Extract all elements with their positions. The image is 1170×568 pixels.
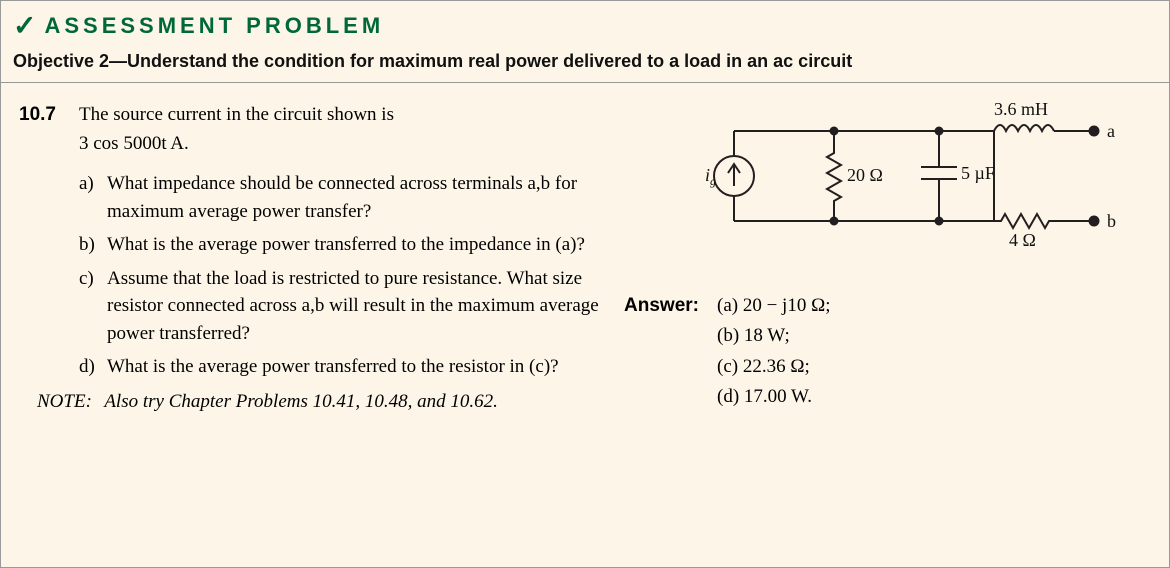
check-icon: ✓ (13, 9, 36, 43)
problem-stem: 10.7 The source current in the circuit s… (19, 101, 599, 158)
part-c: c) Assume that the load is restricted to… (79, 265, 599, 348)
answer-a: (a) 20 − j10 Ω; (717, 291, 830, 321)
r1-label: 20 Ω (847, 165, 883, 185)
part-a: a) What impedance should be connected ac… (79, 170, 599, 225)
section-title: ASSESSMENT PROBLEM (44, 13, 384, 38)
note-label: NOTE: (37, 391, 92, 412)
circuit-diagram: ig 20 Ω 5 µF 3.6 mH 4 Ω a b (659, 101, 1139, 271)
answers-block: Answer: (a) 20 − j10 Ω; (b) 18 W; (c) 22… (599, 291, 1139, 413)
note-text: Also try Chapter Problems 10.41, 10.48, … (104, 391, 498, 412)
note: NOTE: Also try Chapter Problems 10.41, 1… (37, 391, 599, 413)
answer-b: (b) 18 W; (717, 321, 830, 351)
part-b: b) What is the average power transferred… (79, 231, 599, 259)
terminal-a: a (1107, 121, 1115, 141)
stem-line: 3 cos 5000t A. (79, 130, 599, 159)
problem-column: 10.7 The source current in the circuit s… (19, 101, 599, 413)
parts-list: a) What impedance should be connected ac… (79, 170, 599, 381)
part-d: d) What is the average power transferred… (79, 353, 599, 381)
objective-line: Objective 2—Understand the condition for… (1, 47, 1169, 83)
answer-label: Answer: (599, 291, 717, 413)
answer-c: (c) 22.36 Ω; (717, 352, 830, 382)
stem-line: The source current in the circuit shown … (79, 101, 599, 130)
source-label: ig (705, 165, 716, 188)
l1-label: 3.6 mH (994, 101, 1048, 119)
problem-number: 10.7 (19, 101, 79, 158)
c1-label: 5 µF (961, 163, 995, 183)
terminal-b: b (1107, 211, 1116, 231)
r2-label: 4 Ω (1009, 230, 1036, 250)
header: ✓ ASSESSMENT PROBLEM (1, 1, 1169, 47)
assessment-problem-box: ✓ ASSESSMENT PROBLEM Objective 2—Underst… (0, 0, 1170, 568)
figure-answer-column: ig 20 Ω 5 µF 3.6 mH 4 Ω a b Answer: (a) … (599, 101, 1139, 413)
content: 10.7 The source current in the circuit s… (1, 101, 1169, 413)
answer-d: (d) 17.00 W. (717, 382, 830, 412)
